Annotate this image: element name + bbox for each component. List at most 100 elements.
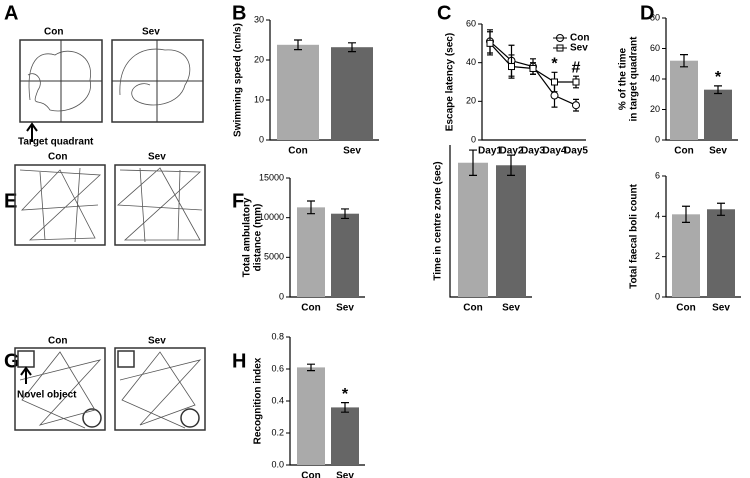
x-tick-label: Day3 [521,146,545,157]
panel-letter: D [640,2,654,24]
y-tick-label: 30 [254,14,264,24]
y-tick-label: 0 [471,134,476,144]
y-tick-label: 20 [466,96,476,106]
bar [331,407,359,465]
x-tick-label: Day1 [478,146,502,157]
bar [331,213,359,297]
y-tick-label: 0.0 [271,459,284,469]
y-axis-label: Recognition index [253,357,264,444]
annotation: * [715,69,722,86]
x-tick-label: Sev [502,303,520,314]
y-tick-label: 60 [466,18,476,28]
error-bar [714,85,722,95]
caption: Target quadrant [18,137,94,148]
caption: Novel object [17,390,77,401]
x-tick-label: Con [674,146,693,157]
bar [670,60,698,141]
marker [550,91,559,100]
open-field-image [14,164,206,246]
y-axis-label: Total ambulatory [242,197,253,277]
panel-letter: B [232,2,246,24]
y-tick-label: 10 [254,94,264,104]
annotation: # [572,59,581,76]
annotation: * [342,386,349,403]
y-tick-label: 0.6 [271,363,284,373]
y-tick-label: 5000 [264,252,284,262]
bar [458,162,488,297]
bar [331,47,373,141]
y-axis-label: Time in centre zone (sec) [433,161,444,280]
y-axis-label: Escape latency (sec) [445,33,456,131]
y-tick-label: 0 [279,291,284,301]
panel-letter: C [437,2,451,24]
error-bar [469,149,477,176]
y-axis-label: Swimming speed (cm/s) [233,23,244,137]
y-tick-label: 10000 [259,212,284,222]
y-axis-label: Total faecal boli count [629,183,640,288]
x-tick-label: Day4 [543,146,567,157]
error-bar [680,54,688,68]
x-tick-label: Sev [709,146,727,157]
y-axis-label: in target quadrant [629,36,640,122]
marker [529,64,537,72]
error-bar [348,42,356,53]
y-axis-label: % of the time [618,47,629,110]
marker [572,78,580,86]
swim-path-image [19,39,204,142]
y-tick-label: 20 [254,54,264,64]
legend-label: Sev [570,43,588,54]
bar [672,214,700,297]
y-tick-label: 0 [655,291,660,301]
group-label: Con [48,152,67,163]
error-bar [307,200,315,215]
group-label: Sev [148,152,166,163]
y-tick-label: 4 [655,211,660,221]
y-tick-label: 40 [466,57,476,67]
error-bar [307,363,315,372]
x-tick-label: Sev [343,146,361,157]
bar [496,165,526,297]
y-tick-label: 6 [655,170,660,180]
error-bar [341,402,349,413]
panel-letter: H [232,350,246,372]
group-label: Sev [148,336,166,347]
y-tick-label: 0.2 [271,427,284,437]
bar [277,44,319,140]
panel-letter: F [232,190,244,212]
panel-letter: G [4,350,20,372]
group-label: Con [48,336,67,347]
x-tick-label: Con [288,146,307,157]
error-bar [682,205,690,223]
y-tick-label: 0.8 [271,331,284,341]
y-axis-label: distance (mm) [253,204,264,272]
marker [551,78,558,86]
bar [297,207,325,297]
x-tick-label: Con [301,471,320,478]
x-tick-label: Con [676,303,695,314]
x-tick-label: Sev [712,303,730,314]
y-tick-label: 80 [650,12,660,22]
bar [297,367,325,465]
x-tick-label: Day2 [500,146,524,157]
y-tick-label: 40 [650,73,660,83]
y-tick-label: 0 [655,134,660,144]
x-tick-label: Day5 [564,146,588,157]
annotation: * [551,56,558,73]
y-tick-label: 60 [650,43,660,53]
y-tick-label: 20 [650,104,660,114]
error-bar [507,154,515,176]
bar [707,209,735,297]
bar [704,89,732,140]
group-label: Con [44,27,63,38]
panel-letter: A [4,2,18,24]
group-label: Sev [142,27,160,38]
novel-object-image [14,347,206,431]
y-tick-label: 0 [259,134,264,144]
error-bar [294,39,302,51]
error-bar [341,208,349,220]
error-bar [717,202,725,216]
legend-label: Con [570,33,589,44]
marker [508,63,515,71]
x-tick-label: Sev [336,303,354,314]
